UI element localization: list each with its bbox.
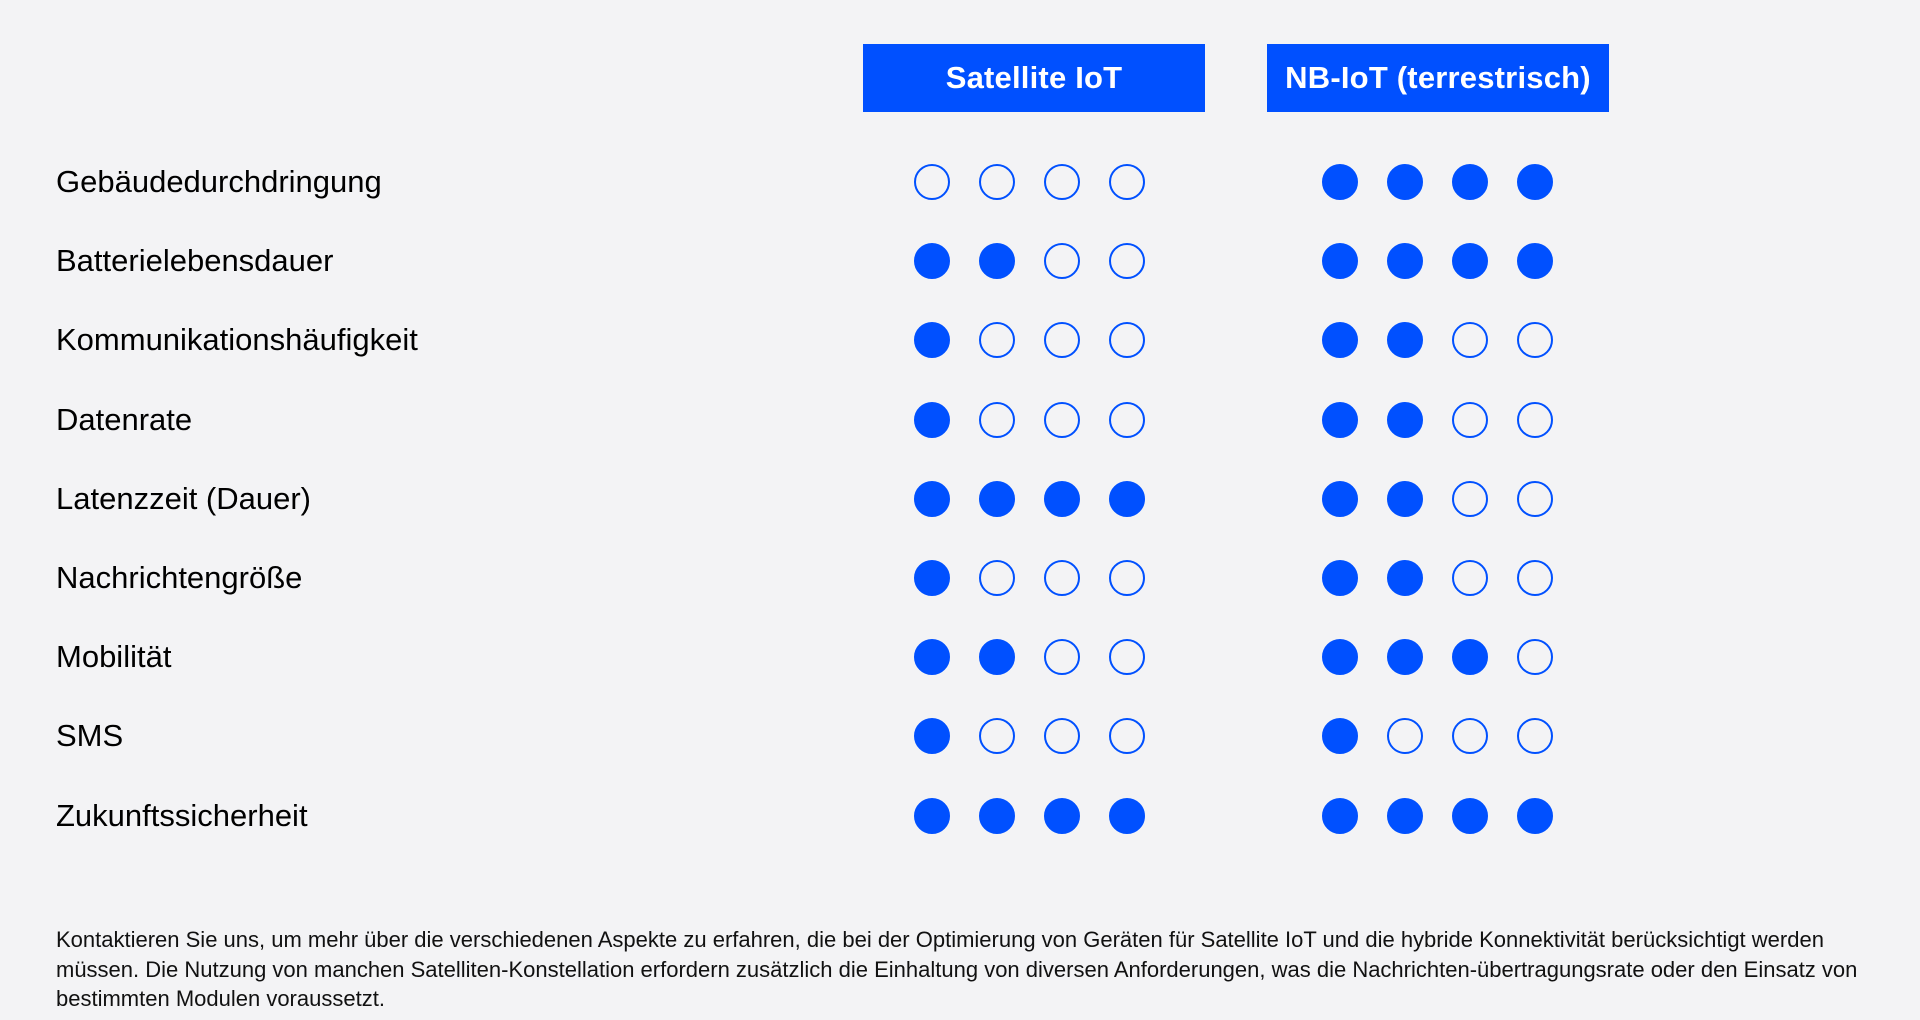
rating-dot-filled [1109, 480, 1145, 517]
rating-dot-empty [1044, 322, 1080, 359]
rating-dot-filled [914, 797, 950, 834]
rating-dot-filled [914, 639, 950, 676]
rating-dot-empty [1517, 718, 1553, 755]
rating-dot-filled [1322, 718, 1358, 755]
rating-dot-filled [1452, 797, 1488, 834]
rating-dot-filled [979, 797, 1015, 834]
column-header-1: Satellite IoT [863, 44, 1205, 112]
rating-dot-empty [1517, 322, 1553, 359]
rating-dot-filled [1387, 322, 1423, 359]
rating-dot-filled [1387, 243, 1423, 280]
footnote-text: Kontaktieren Sie uns, um mehr über die v… [56, 927, 1858, 1011]
rating-dot-filled [914, 560, 950, 596]
rating-dot-empty [1452, 480, 1488, 517]
rating-dot-empty [1517, 560, 1553, 596]
rating-dot-empty [1452, 718, 1488, 755]
rating-dot-filled [1322, 560, 1358, 596]
rating-dot-empty [1109, 401, 1145, 438]
row-label: Kommunikationshäufigkeit [56, 322, 418, 358]
rating-dot-empty [1109, 718, 1145, 755]
rating-dot-filled [1322, 797, 1358, 834]
rating-dot-filled [1322, 243, 1358, 280]
rating-dot-filled [979, 639, 1015, 676]
column-header-2: NB-IoT (terrestrisch) [1267, 44, 1609, 112]
rating-dot-filled [979, 243, 1015, 280]
rating-dot-filled [914, 322, 950, 359]
rating-dot-empty [1109, 243, 1145, 280]
row-label: Batterielebensdauer [56, 243, 334, 279]
row-label: Datenrate [56, 401, 193, 437]
rating-dot-filled [1387, 401, 1423, 438]
rating-dot-empty [1109, 639, 1145, 676]
rating-dot-filled [1517, 164, 1553, 200]
rating-dot-empty [1452, 401, 1488, 438]
rating-dot-filled [1044, 797, 1080, 834]
rating-dot-filled [1044, 480, 1080, 517]
rating-dot-empty [1387, 718, 1423, 755]
row-label: SMS [56, 718, 124, 754]
rating-dot-empty [1044, 639, 1080, 676]
rating-dot-filled [1322, 480, 1358, 517]
rating-dot-empty [1109, 560, 1145, 596]
comparison-chart: Satellite IoT NB-IoT (terrestrisch) Gebäud… [56, 44, 1609, 834]
rating-dot-filled [1387, 164, 1423, 200]
rating-dot-filled [1322, 322, 1358, 359]
rating-dot-filled [914, 718, 950, 755]
rating-dot-filled [1452, 639, 1488, 676]
rating-dot-filled [1109, 797, 1145, 834]
row-label: Mobilität [56, 639, 172, 675]
rating-dot-empty [914, 164, 950, 200]
rating-dot-empty [979, 560, 1015, 596]
row-label: Gebäudedurchdringung [56, 164, 382, 199]
rating-dot-filled [1517, 797, 1553, 834]
rating-dot-empty [1452, 560, 1488, 596]
rating-dot-filled [1387, 480, 1423, 517]
rating-dot-filled [1517, 243, 1553, 280]
rating-dot-filled [1387, 639, 1423, 676]
rating-dot-filled [1387, 560, 1423, 596]
rating-dot-empty [1044, 718, 1080, 755]
rating-dot-empty [979, 322, 1015, 359]
row-label: Zukunftssicherheit [56, 797, 308, 833]
rating-dot-filled [914, 243, 950, 280]
rating-dot-filled [1322, 164, 1358, 200]
rating-dot-empty [1109, 164, 1145, 200]
rating-dot-empty [1044, 560, 1080, 596]
rating-dot-empty [1517, 639, 1553, 676]
rating-dot-filled [979, 480, 1015, 517]
rating-dot-empty [1517, 480, 1553, 517]
rating-dot-empty [1109, 322, 1145, 359]
rating-dot-filled [1452, 164, 1488, 200]
rating-dot-filled [914, 401, 950, 438]
rating-dot-empty [979, 401, 1015, 438]
rating-dot-empty [1517, 401, 1553, 438]
row-label: Nachrichtengröße [56, 560, 303, 595]
rating-dot-filled [1322, 401, 1358, 438]
rating-dot-empty [1452, 322, 1488, 359]
rating-dot-filled [914, 480, 950, 517]
rating-dot-filled [1322, 639, 1358, 676]
rating-dot-empty [1044, 243, 1080, 280]
rating-dot-empty [979, 164, 1015, 200]
rating-dot-empty [1044, 164, 1080, 200]
row-label: Latenzzeit (Dauer) [56, 480, 312, 516]
rating-dot-filled [1387, 797, 1423, 834]
rating-dot-empty [1044, 401, 1080, 438]
rating-dot-empty [979, 718, 1015, 755]
rating-dot-filled [1452, 243, 1488, 280]
